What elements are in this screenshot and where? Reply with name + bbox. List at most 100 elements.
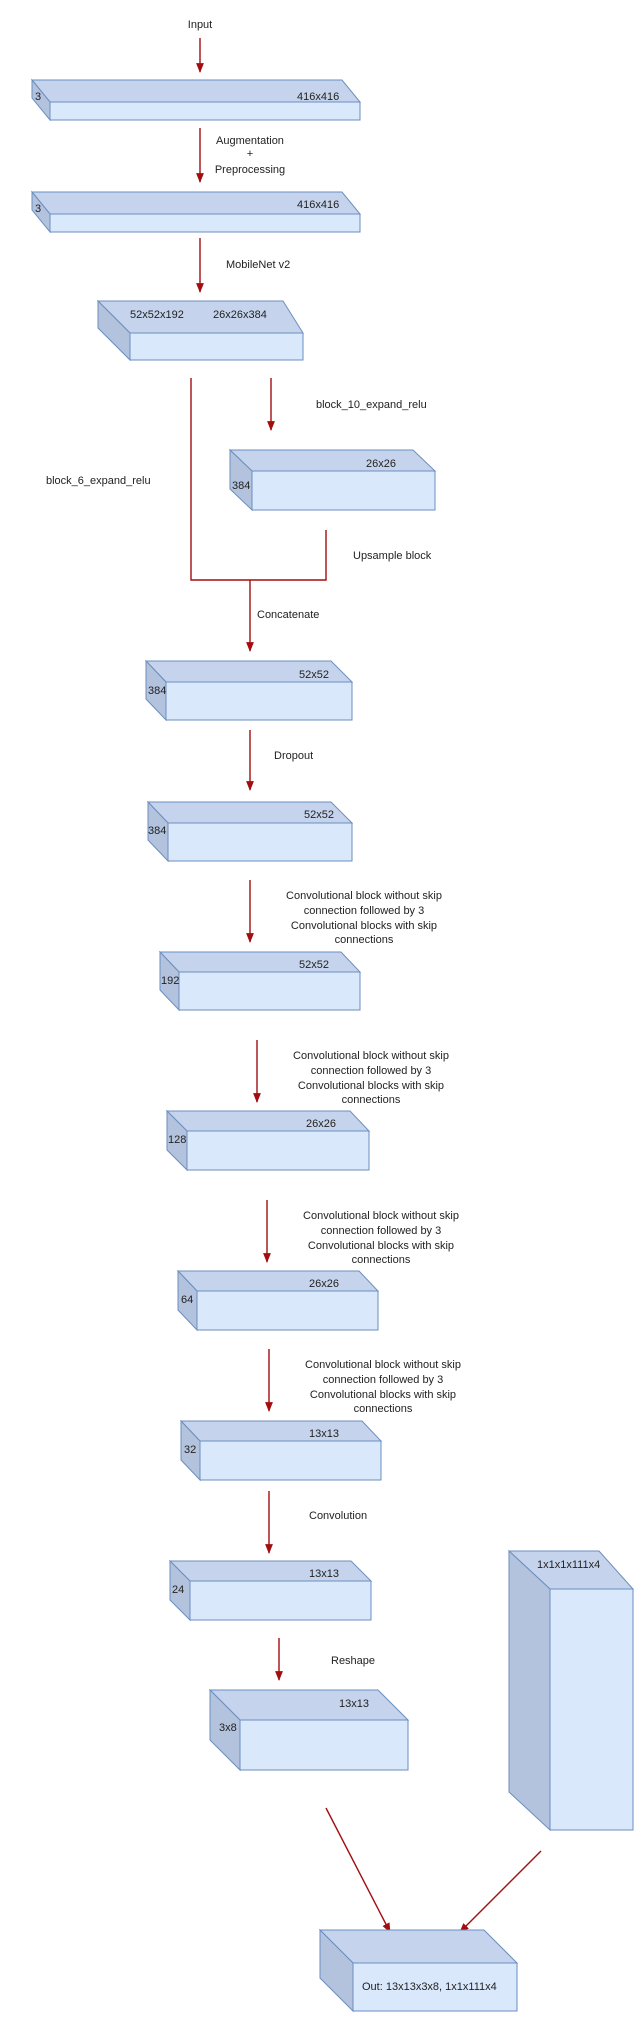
connector-upsample — [250, 530, 327, 581]
block-depth-label: 3 — [35, 91, 41, 103]
arrow-side-to-output — [459, 1850, 542, 1933]
svg-text:connections: connections — [354, 1403, 413, 1415]
block-depth-label: 3x8 — [219, 1722, 237, 1734]
reshape-tensor-block: 13x13 3x8 — [208, 1688, 410, 1772]
block-size-label: 1x1x1x111x4 — [537, 1559, 600, 1571]
svg-text:Convolutional blocks with skip: Convolutional blocks with skip — [291, 920, 437, 932]
label-conv-block-1: Convolutional block without skip connect… — [286, 890, 442, 946]
block-depth-label: 384 — [148, 685, 166, 697]
connectors — [190, 38, 542, 1933]
label-concatenate: Concatenate — [257, 609, 319, 621]
conv4-tensor-block: 13x13 32 — [179, 1419, 383, 1482]
input-tensor-block: 3 416x416 — [30, 78, 362, 122]
svg-text:connection followed by 3: connection followed by 3 — [321, 1225, 441, 1237]
block-size-label: 52x52 — [304, 809, 334, 821]
block-size-label: 26x26 — [309, 1278, 339, 1290]
block-depth-label: 384 — [148, 825, 166, 837]
block-depth-label: 192 — [161, 975, 179, 987]
box-front-face — [196, 1290, 379, 1331]
box-top-face — [176, 1270, 380, 1292]
label-mobilenet: MobileNet v2 — [226, 259, 290, 271]
block-size-b-label: 26x26x384 — [213, 309, 267, 321]
block-size-a-label: 52x52x192 — [130, 309, 184, 321]
block10-tensor-block: 26x26 384 — [228, 448, 437, 512]
svg-text:Convolutional blocks with skip: Convolutional blocks with skip — [310, 1389, 456, 1401]
block-size-label: 13x13 — [309, 1428, 339, 1440]
svg-text:Convolutional blocks with skip: Convolutional blocks with skip — [298, 1080, 444, 1092]
concat-tensor-block: 52x52 384 — [144, 659, 354, 722]
box-top-face — [318, 1929, 519, 1964]
box-front-face — [251, 470, 436, 511]
box-front-face — [129, 332, 304, 361]
arrow-reshape-to-output — [325, 1807, 391, 1933]
svg-text:Convolutional block without sk: Convolutional block without skip — [303, 1210, 459, 1222]
conv1-tensor-block: 52x52 192 — [158, 950, 362, 1012]
output-tensor-block: Out: 13x13x3x8, 1x1x111x4 — [318, 1928, 519, 2013]
block-depth-label: 24 — [172, 1584, 184, 1596]
box-front-face — [239, 1719, 409, 1771]
box-front-face — [199, 1440, 382, 1481]
label-augmentation-plus: + — [247, 148, 253, 160]
block-size-label: 26x26 — [366, 458, 396, 470]
block-depth-label: 64 — [181, 1294, 193, 1306]
box-top-face — [208, 1689, 410, 1721]
label-block-6: block_6_expand_relu — [46, 475, 151, 487]
block-size-label: 416x416 — [297, 91, 339, 103]
box-top-face — [96, 300, 304, 334]
block-size-label: 52x52 — [299, 669, 329, 681]
box-front-face — [178, 971, 361, 1011]
block-depth-label: 384 — [232, 480, 250, 492]
svg-text:connections: connections — [352, 1254, 411, 1266]
svg-text:Convolutional blocks with skip: Convolutional blocks with skip — [308, 1240, 454, 1252]
label-reshape: Reshape — [331, 1655, 375, 1667]
preprocessed-tensor-block: 3 416x416 — [30, 190, 362, 234]
conv5-tensor-block: 13x13 24 — [168, 1559, 373, 1622]
side-tensor-block: 1x1x1x111x4 — [507, 1549, 635, 1832]
label-convolution: Convolution — [309, 1510, 367, 1522]
box-front-face — [549, 1588, 634, 1831]
svg-text:connections: connections — [335, 934, 394, 946]
box-front-face — [186, 1130, 370, 1171]
svg-text:Convolutional block without sk: Convolutional block without skip — [305, 1359, 461, 1371]
box-front-face — [352, 1962, 518, 2012]
block-size-label: 26x26 — [306, 1118, 336, 1130]
box-front-face — [167, 822, 353, 862]
label-input: Input — [188, 19, 212, 31]
box-front-face — [49, 101, 361, 121]
block-size-label: 13x13 — [309, 1568, 339, 1580]
conv3-tensor-block: 26x26 64 — [176, 1269, 380, 1332]
label-augmentation: Augmentation — [216, 135, 284, 147]
block-depth-label: 32 — [184, 1444, 196, 1456]
block-depth-label: 3 — [35, 203, 41, 215]
box-side-face — [508, 1549, 551, 1832]
box-top-face — [168, 1560, 373, 1582]
label-conv-block-2: Convolutional block without skip connect… — [293, 1050, 449, 1106]
box-top-face — [158, 951, 362, 973]
connector-block6 — [190, 378, 250, 581]
flow-labels: Input Augmentation + Preprocessing Mobil… — [46, 19, 461, 1667]
box-front-face — [49, 213, 361, 233]
box-top-face — [165, 1110, 371, 1132]
svg-text:connections: connections — [342, 1094, 401, 1106]
box-front-face — [189, 1580, 372, 1621]
output-label: Out: 13x13x3x8, 1x1x111x4 — [362, 1981, 497, 1993]
dropout-tensor-block: 52x52 384 — [146, 800, 354, 863]
block-depth-label: 128 — [168, 1134, 186, 1146]
block-size-label: 13x13 — [339, 1698, 369, 1710]
conv2-tensor-block: 26x26 128 — [165, 1109, 371, 1172]
svg-text:Convolutional block without sk: Convolutional block without skip — [293, 1050, 449, 1062]
label-block-10: block_10_expand_relu — [316, 399, 427, 411]
label-conv-block-4: Convolutional block without skip connect… — [305, 1359, 461, 1415]
svg-text:Convolutional block without sk: Convolutional block without skip — [286, 890, 442, 902]
svg-text:connection followed by 3: connection followed by 3 — [323, 1374, 443, 1386]
svg-text:connection followed by 3: connection followed by 3 — [304, 905, 424, 917]
label-upsample: Upsample block — [353, 550, 432, 562]
svg-text:connection followed by 3: connection followed by 3 — [311, 1065, 431, 1077]
box-top-face — [179, 1420, 383, 1442]
label-preprocessing: Preprocessing — [215, 164, 285, 176]
label-conv-block-3: Convolutional block without skip connect… — [303, 1210, 459, 1266]
block-size-label: 416x416 — [297, 199, 339, 211]
block-size-label: 52x52 — [299, 959, 329, 971]
label-dropout: Dropout — [274, 750, 313, 762]
